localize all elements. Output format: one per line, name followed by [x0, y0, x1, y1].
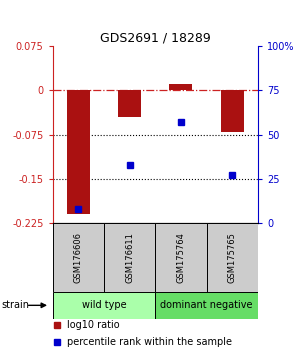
Text: GSM175765: GSM175765: [228, 232, 237, 283]
Bar: [155, 223, 207, 292]
Bar: [104, 223, 155, 292]
Bar: [67, 90, 90, 214]
Title: GDS2691 / 18289: GDS2691 / 18289: [100, 32, 211, 45]
Text: percentile rank within the sample: percentile rank within the sample: [67, 337, 232, 348]
Bar: [221, 90, 244, 132]
Text: dominant negative: dominant negative: [160, 300, 253, 310]
Text: strain: strain: [2, 300, 29, 310]
Text: GSM176611: GSM176611: [125, 232, 134, 283]
Bar: [207, 223, 258, 292]
Bar: [52, 292, 155, 319]
Bar: [155, 292, 258, 319]
Text: GSM176606: GSM176606: [74, 232, 83, 283]
Text: GSM175764: GSM175764: [176, 232, 185, 283]
Text: log10 ratio: log10 ratio: [67, 320, 119, 330]
Bar: [118, 90, 141, 117]
Text: wild type: wild type: [82, 300, 126, 310]
Bar: [52, 223, 104, 292]
Bar: [169, 84, 193, 90]
